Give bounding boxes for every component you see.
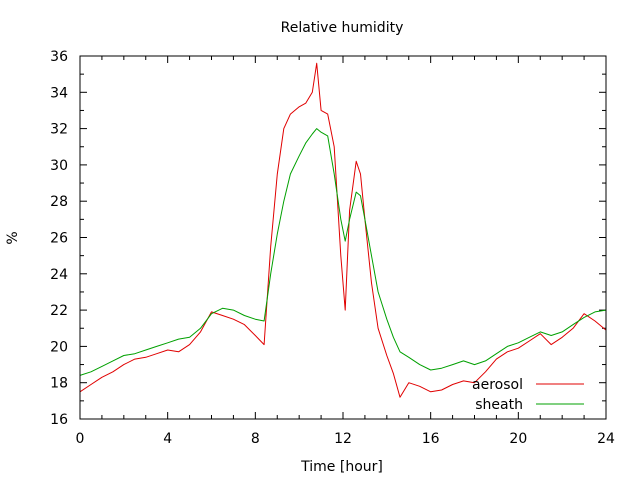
series-line-sheath [79, 128, 607, 376]
x-tick-label: 16 [422, 431, 440, 447]
series-line-aerosol [79, 62, 607, 398]
plot-frame [79, 55, 607, 420]
y-tick-label: 22 [50, 303, 68, 319]
legend-label-sheath: sheath [475, 397, 523, 413]
y-tick-label: 34 [50, 85, 68, 101]
y-tick-label: 24 [50, 267, 68, 283]
y-tick-label: 18 [50, 376, 68, 392]
axes: 0 4 8 12 16 20 24 16 18 20 22 24 26 28 30 32 34 36 [50, 49, 615, 447]
x-tick-label: 24 [597, 431, 615, 447]
y-tick-label: 28 [50, 194, 68, 210]
x-axis-label: Time [hour] [300, 459, 383, 475]
y-tick-label: 36 [50, 49, 68, 65]
x-tick-label: 12 [334, 431, 352, 447]
series-layer [79, 62, 607, 398]
y-tick-label: 26 [50, 231, 68, 247]
x-tick-label: 4 [163, 431, 172, 447]
y-tick-label: 16 [50, 412, 68, 428]
x-tick-label: 0 [76, 431, 85, 447]
y-axis-label: % [5, 231, 21, 244]
y-tick-label: 30 [50, 158, 68, 174]
chart-title: Relative humidity [281, 20, 404, 36]
x-tick-label: 8 [251, 431, 260, 447]
x-tick-label: 20 [509, 431, 527, 447]
y-tick-label: 20 [50, 339, 68, 355]
y-tick-label: 32 [50, 122, 68, 138]
legend: aerosol sheath [472, 377, 584, 413]
legend-label-aerosol: aerosol [472, 377, 523, 393]
